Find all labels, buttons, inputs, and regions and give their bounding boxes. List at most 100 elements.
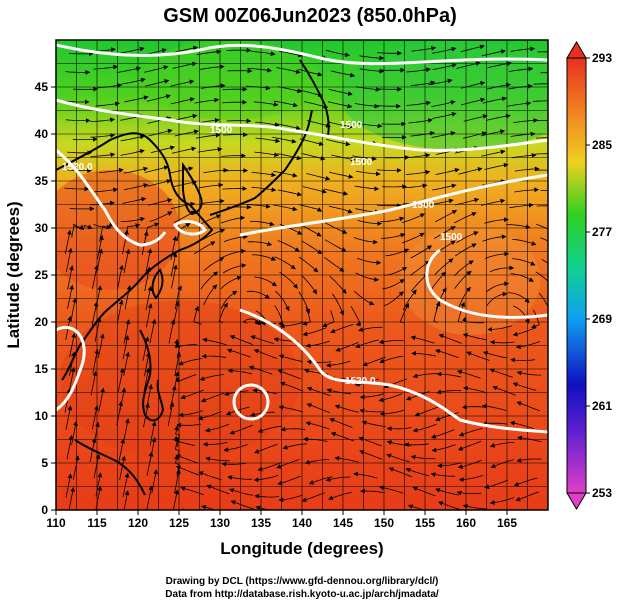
colorbar-tick-label: 269	[592, 312, 612, 326]
streamline	[362, 356, 386, 367]
streamline	[65, 70, 91, 75]
y-axis-label: Latitude (degrees)	[4, 201, 23, 348]
streamline	[148, 128, 173, 137]
streamline	[463, 114, 488, 122]
y-tick-label: 0	[41, 503, 48, 517]
streamline	[71, 420, 78, 446]
streamline	[306, 120, 331, 128]
streamline	[123, 248, 131, 274]
streamline	[305, 421, 330, 430]
borneo-coastline	[74, 439, 146, 496]
streamline	[301, 274, 317, 295]
streamline	[406, 100, 432, 106]
sakhalin-coastline	[299, 59, 330, 136]
streamline	[278, 354, 303, 363]
streamline	[122, 334, 130, 360]
streamline	[437, 462, 462, 469]
streamline	[203, 167, 229, 174]
streamline	[401, 213, 426, 224]
streamline	[68, 51, 94, 57]
streamline	[200, 271, 219, 290]
colorbar-tick-label: 293	[592, 51, 612, 65]
streamline	[355, 86, 381, 92]
streamline	[301, 153, 326, 161]
streamline	[250, 51, 276, 56]
streamline	[144, 65, 169, 73]
streamline	[72, 455, 80, 480]
streamline	[178, 410, 203, 418]
streamline	[122, 472, 130, 498]
streamline	[509, 420, 534, 429]
streamline	[434, 226, 456, 239]
streamline	[71, 224, 84, 238]
streamline	[197, 147, 223, 153]
streamline	[299, 224, 322, 237]
streamline	[255, 121, 280, 127]
streamline	[302, 306, 311, 326]
streamline	[67, 168, 92, 173]
streamline	[489, 442, 515, 448]
streamline	[68, 486, 76, 510]
streamline	[508, 66, 534, 72]
streamline	[227, 475, 253, 480]
x-tick-label: 110	[46, 516, 66, 530]
streamline	[361, 420, 386, 427]
streamline	[251, 172, 277, 178]
latlon-grid	[56, 40, 548, 510]
streamline	[298, 291, 311, 314]
streamline	[146, 451, 154, 476]
streamline	[118, 438, 126, 463]
streamline	[124, 285, 132, 310]
streamline	[306, 386, 331, 396]
streamline	[353, 471, 378, 479]
streamline	[298, 204, 323, 212]
streamline	[481, 149, 506, 157]
streamline	[460, 44, 485, 53]
contour-north	[56, 43, 548, 66]
streamline	[176, 422, 202, 428]
streamline	[410, 131, 435, 137]
streamline	[145, 303, 153, 328]
streamline	[407, 504, 425, 510]
colorbar-bar	[566, 57, 587, 494]
streamline	[376, 103, 401, 109]
streamline	[306, 173, 331, 181]
contour-1500	[56, 98, 548, 152]
y-tick-label: 45	[35, 80, 49, 94]
streamline	[222, 263, 247, 274]
streamline	[195, 132, 221, 139]
y-tick-label: 15	[35, 362, 49, 376]
streamline	[489, 340, 515, 345]
streamline	[457, 459, 482, 469]
x-tick-label: 135	[251, 516, 271, 530]
streamline	[174, 425, 180, 447]
streamline	[229, 488, 254, 496]
streamline	[178, 358, 203, 366]
streamline	[277, 475, 301, 486]
streamline	[531, 309, 540, 329]
streamline	[255, 137, 281, 144]
y-tick-label: 40	[35, 127, 49, 141]
streamline	[250, 335, 274, 344]
streamline	[119, 387, 127, 412]
streamline	[510, 357, 535, 363]
streamline	[438, 501, 462, 510]
streamline	[414, 406, 439, 417]
contour-label-4: 1500	[412, 200, 435, 211]
streamline	[323, 188, 349, 196]
streamline	[432, 183, 457, 191]
streamline	[382, 279, 405, 290]
x-tick-label: 160	[456, 516, 476, 530]
streamline	[536, 120, 548, 122]
streamline	[150, 145, 176, 153]
streamline	[247, 67, 272, 73]
streamline	[221, 461, 247, 467]
streamline	[512, 239, 537, 246]
streamline	[490, 513, 514, 515]
streamline	[481, 49, 506, 57]
streamline	[325, 476, 351, 482]
colorbar-top-arrow	[566, 41, 587, 59]
streamline	[458, 286, 471, 309]
streamline	[514, 187, 540, 193]
